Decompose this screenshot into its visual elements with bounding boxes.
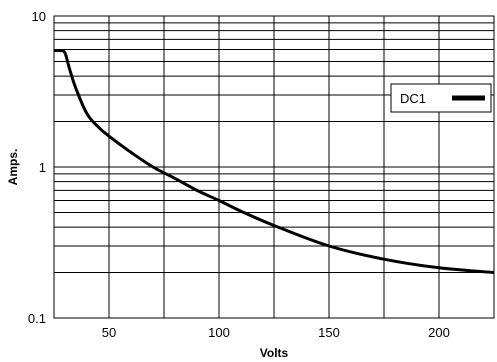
x-axis-title: Volts — [260, 346, 289, 360]
y-tick-labels: 0.1 1 10 — [28, 9, 46, 326]
y-tick-label: 0.1 — [28, 311, 46, 326]
x-tick-labels: 50 100 150 200 — [102, 325, 450, 340]
legend: DC1 — [390, 83, 492, 113]
y-tick-label: 1 — [39, 160, 46, 175]
x-tick-label: 200 — [428, 325, 450, 340]
series-line-dc1 — [53, 48, 495, 274]
x-tick-label: 50 — [102, 325, 116, 340]
plot-area-frame — [53, 15, 495, 319]
x-tick-label: 100 — [208, 325, 230, 340]
legend-label-dc1: DC1 — [400, 91, 426, 106]
horizontal-gridlines — [54, 22, 494, 274]
x-tick-label: 150 — [318, 325, 340, 340]
y-tick-label: 10 — [32, 9, 46, 24]
y-axis-title: Amps. — [6, 149, 20, 186]
